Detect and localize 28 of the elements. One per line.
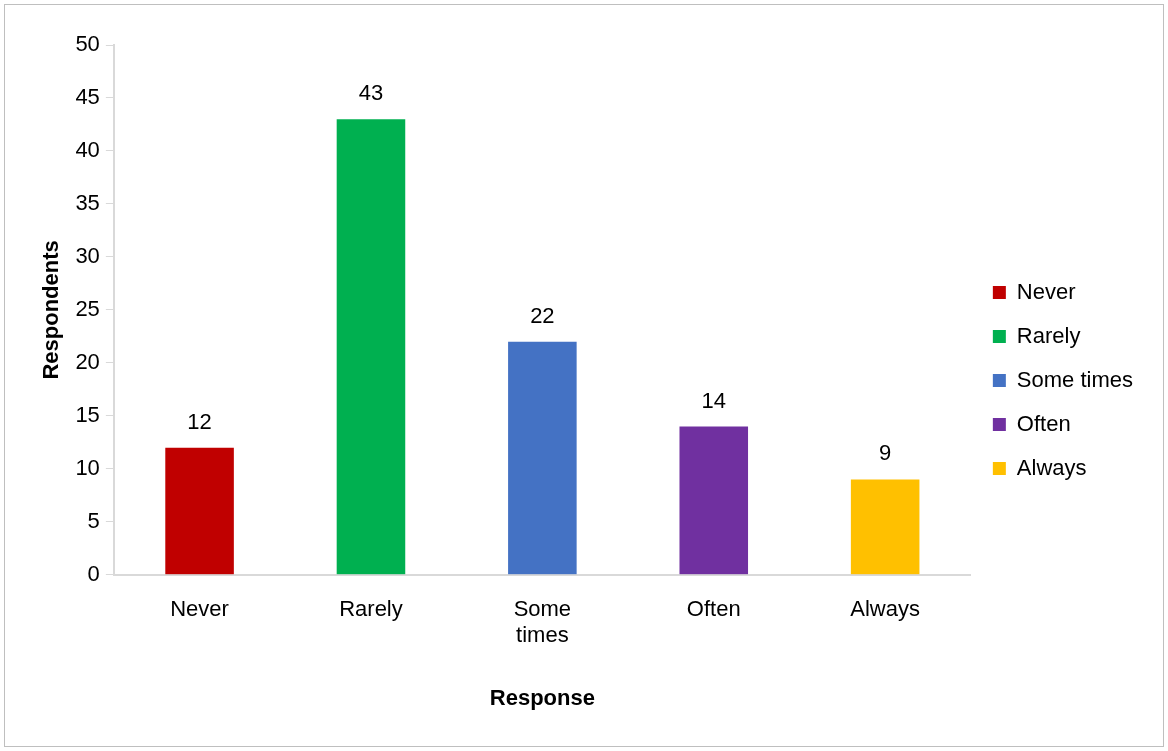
data-label: 12 xyxy=(187,408,212,434)
legend-label: Never xyxy=(1016,278,1076,304)
x-tick-label: Some times xyxy=(513,596,572,648)
data-label: 43 xyxy=(358,80,384,106)
legend-label: Always xyxy=(1016,454,1087,480)
y-tick-label: 35 xyxy=(75,190,100,215)
y-tick-label: 10 xyxy=(75,454,100,480)
y-axis-title: Respondents xyxy=(38,240,64,380)
x-axis-title: Response xyxy=(489,684,595,710)
y-tick-label: 15 xyxy=(75,401,100,427)
y-tick-label: 0 xyxy=(87,560,100,586)
y-tick-label: 50 xyxy=(75,31,100,57)
data-label: 22 xyxy=(530,302,555,328)
x-tick-label: Always xyxy=(850,596,920,622)
y-tick-label: 45 xyxy=(75,84,100,110)
y-tick-label: 25 xyxy=(75,295,100,321)
y-tick-label: 30 xyxy=(75,242,100,268)
legend-label: Some times xyxy=(1016,366,1134,392)
y-tick-label: 5 xyxy=(87,507,100,533)
legend-label: Rarely xyxy=(1016,322,1081,348)
x-tick-label: Never xyxy=(170,596,229,622)
x-tick-label: Often xyxy=(686,596,741,622)
legend-label: Often xyxy=(1016,410,1071,436)
y-tick-label: 20 xyxy=(75,348,100,374)
data-label: 9 xyxy=(879,440,892,466)
x-tick-label: Rarely xyxy=(339,596,403,622)
data-label: 14 xyxy=(701,387,726,413)
y-tick-label: 40 xyxy=(75,137,100,163)
